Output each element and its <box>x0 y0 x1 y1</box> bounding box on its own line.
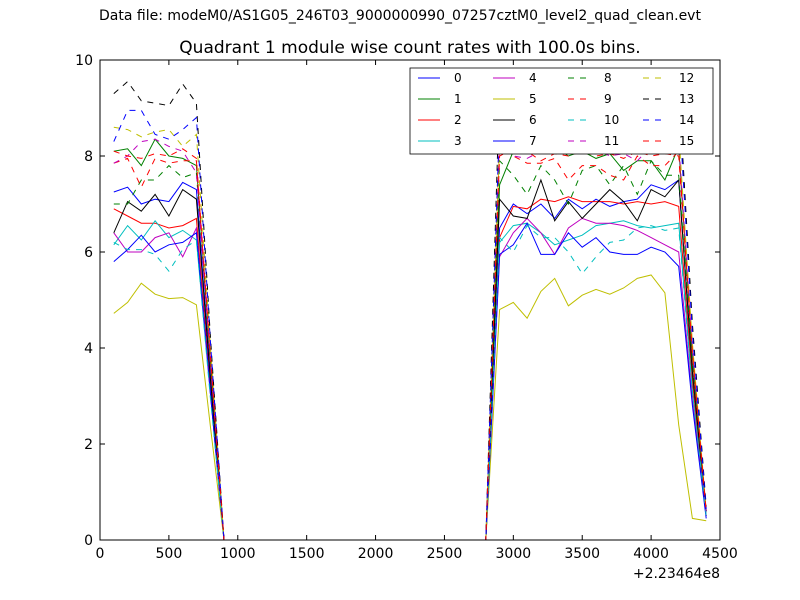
x-tick-label: 2500 <box>427 546 463 562</box>
y-tick-label: 8 <box>84 149 93 165</box>
y-tick-label: 4 <box>84 341 93 357</box>
legend-label-1: 1 <box>454 92 462 106</box>
legend-label-10: 10 <box>604 113 619 127</box>
x-tick-label: 2000 <box>358 546 394 562</box>
legend-label-14: 14 <box>679 113 694 127</box>
legend-label-11: 11 <box>604 134 619 148</box>
y-tick-label: 0 <box>84 533 93 549</box>
x-tick-label: 500 <box>156 546 183 562</box>
y-tick-label: 6 <box>84 245 93 261</box>
series-line-12 <box>113 124 707 540</box>
legend-label-8: 8 <box>604 71 612 85</box>
series-line-5 <box>113 274 707 540</box>
legend-label-7: 7 <box>529 134 537 148</box>
legend-label-6: 6 <box>529 113 537 127</box>
x-tick-label: 1500 <box>289 546 325 562</box>
series-line-15 <box>113 148 707 540</box>
legend-label-4: 4 <box>529 71 537 85</box>
series-line-6 <box>113 178 707 540</box>
series-line-8 <box>113 159 707 540</box>
legend-box <box>409 67 714 155</box>
series-line-9 <box>113 130 707 540</box>
y-tick-label: 10 <box>75 53 93 69</box>
legend-label-2: 2 <box>454 113 462 127</box>
legend-label-5: 5 <box>529 92 537 106</box>
series-line-14 <box>113 93 707 540</box>
legend-label-12: 12 <box>679 71 694 85</box>
legend-label-0: 0 <box>454 71 462 85</box>
x-tick-label: 4500 <box>702 546 738 562</box>
figure-suptitle: Data file: modeM0/AS1G05_246T03_90000009… <box>99 8 701 24</box>
legend-label-3: 3 <box>454 134 462 148</box>
legend-label-9: 9 <box>604 92 612 106</box>
chart-title: Quadrant 1 module wise count rates with … <box>179 38 640 58</box>
legend-label-15: 15 <box>679 134 694 148</box>
series-line-11 <box>113 135 707 540</box>
axis-ticks: 0 500 1000 1500 2000 2500 3000 3500 4000 4500 0 2 4 6… <box>75 53 738 562</box>
legend-label-13: 13 <box>679 92 694 106</box>
axes-frame <box>99 59 721 541</box>
x-tick-label: 1000 <box>220 546 256 562</box>
x-axis-offset-label: +2.23464e8 <box>633 566 720 582</box>
x-tick-label: 4000 <box>633 546 669 562</box>
x-tick-label: 0 <box>96 546 105 562</box>
series-line-10 <box>113 224 707 540</box>
y-tick-label: 2 <box>84 437 93 453</box>
x-tick-label: 3500 <box>564 546 600 562</box>
series-line-1 <box>113 116 707 540</box>
plot-area <box>113 73 707 540</box>
x-tick-label: 3000 <box>496 546 532 562</box>
series-line-7 <box>113 222 707 540</box>
